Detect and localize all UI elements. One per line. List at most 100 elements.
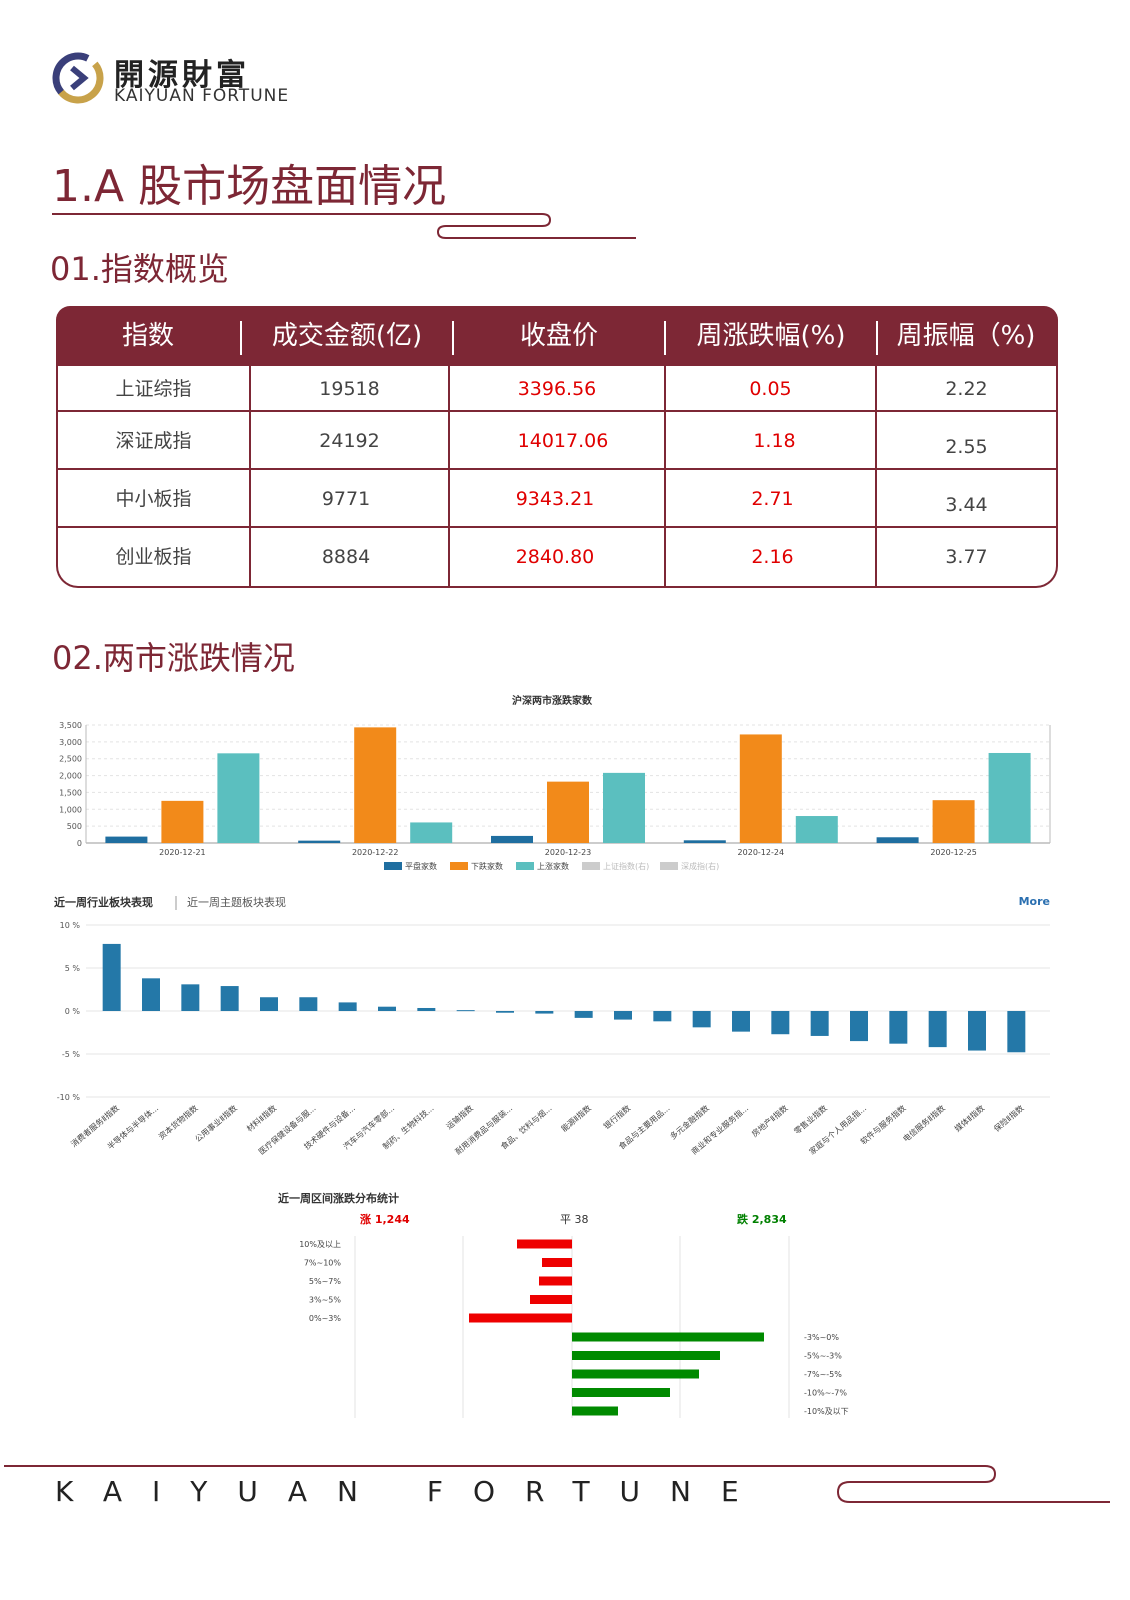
sector-bar <box>181 984 200 1011</box>
x-tick-label: 公用事业Ⅱ指数 <box>193 1103 239 1144</box>
cell-weekly-change: 2.16 <box>751 546 794 568</box>
y-tick-label: 1,000 <box>59 805 82 814</box>
cell-index-name: 中小板指 <box>115 488 192 510</box>
sector-performance-chart: 近一周行业板块表现 近一周主题板块表现 More 10 % 5 % 0 % -5 % -… <box>54 895 1050 1157</box>
sector-bar <box>260 997 278 1011</box>
company-logo: 開源財富 KAIYUAN FORTUNE <box>52 50 292 110</box>
x-tick-label: 资本货物指数 <box>156 1103 199 1142</box>
sector-bar <box>378 1006 396 1011</box>
header-separator <box>664 321 666 355</box>
sector-bar <box>771 1011 790 1035</box>
bar-flat <box>491 835 533 843</box>
up-range-label: 3%~5% <box>309 1296 341 1305</box>
logo-mark-icon <box>52 52 104 104</box>
x-tick-label: 2020-12-23 <box>545 848 592 857</box>
column-divider <box>448 366 450 586</box>
sector-bar <box>102 943 121 1011</box>
cell-close: 2840.80 <box>515 546 595 568</box>
cell-weekly-change: 2.71 <box>751 488 794 510</box>
legend-label: 深成指(右) <box>681 861 719 871</box>
bar-flat <box>876 837 919 843</box>
column-divider <box>664 366 666 586</box>
legend-swatch <box>582 862 600 870</box>
legend-swatch <box>660 862 678 870</box>
down-bar <box>572 1388 670 1397</box>
bar-flat <box>298 840 341 843</box>
more-link[interactable]: More <box>1019 895 1050 908</box>
header-weekly-amplitude: 周振幅（%) <box>896 321 1036 351</box>
tab-industry-sector[interactable]: 近一周行业板块表现 <box>54 895 153 909</box>
header-weekly-change: 周涨跌幅(%) <box>696 321 846 351</box>
row-divider <box>58 468 1056 470</box>
y-tick-label: 3,500 <box>59 721 82 730</box>
up-range-label: 5%~7% <box>309 1277 341 1286</box>
y-tick-label: -5 % <box>62 1050 81 1059</box>
x-tick-label: 多元金融指数 <box>668 1103 711 1142</box>
bar-up <box>217 753 260 843</box>
sector-bar <box>220 986 239 1011</box>
range-distribution-chart: 近一周区间涨跌分布统计 涨 1,244 平 38 跌 2,834 10%及以上 7… <box>278 1191 849 1418</box>
cell-weekly-amplitude: 3.77 <box>945 546 988 568</box>
legend-label: 上涨家数 <box>537 861 569 871</box>
sector-bar <box>968 1011 986 1051</box>
cell-turnover: 19518 <box>319 378 380 400</box>
sector-bar <box>496 1011 514 1013</box>
title-underline-decoration <box>52 213 636 239</box>
sector-bar <box>535 1011 554 1014</box>
cell-weekly-amplitude: 2.55 <box>945 436 988 458</box>
x-tick-label: 电信服务Ⅱ指数 <box>901 1103 947 1144</box>
x-tick-label: 材料Ⅱ指数 <box>244 1103 278 1134</box>
bar-down <box>932 800 975 843</box>
cell-turnover: 24192 <box>319 430 380 452</box>
sector-bar <box>456 1010 475 1012</box>
y-tick-label: 0 <box>77 839 82 848</box>
bar-up <box>795 816 838 843</box>
bar-up <box>603 772 645 843</box>
bar-flat <box>105 836 148 843</box>
bar-down <box>161 800 204 843</box>
cell-close: 9343.21 <box>515 488 595 510</box>
logo-en-text: KAIYUAN FORTUNE <box>114 86 290 106</box>
sector-bar <box>142 978 160 1011</box>
sector-bar <box>338 1002 357 1011</box>
sector-bar <box>299 997 318 1011</box>
cell-close: 14017.06 <box>517 430 609 452</box>
sector-bar <box>732 1011 750 1032</box>
sector-bar <box>614 1011 632 1020</box>
summary-flat: 平 38 <box>560 1213 589 1226</box>
legend-label: 下跌家数 <box>471 861 503 871</box>
header-separator <box>240 321 242 355</box>
cell-turnover: 8884 <box>321 546 371 568</box>
logo-cn-text: 開源財富 <box>114 58 250 93</box>
column-divider <box>249 366 251 586</box>
sector-bar <box>850 1011 868 1042</box>
footer-brand-text: KAIYUAN FORTUNE <box>55 1475 769 1508</box>
sector-bar <box>928 1011 947 1048</box>
summary-down: 跌 2,834 <box>737 1212 787 1226</box>
down-bar <box>572 1351 720 1360</box>
sector-bar <box>417 1007 436 1011</box>
x-tick-label: 能源Ⅱ指数 <box>559 1103 593 1134</box>
y-tick-label: 1,500 <box>59 788 82 797</box>
header-index: 指数 <box>121 321 174 351</box>
x-tick-label: 2020-12-22 <box>352 848 399 857</box>
down-range-label: -10%~-7% <box>804 1389 847 1398</box>
down-range-label: -5%~-3% <box>804 1352 842 1361</box>
up-range-label: 0%~3% <box>309 1314 341 1323</box>
x-tick-label: 保险Ⅱ指数 <box>992 1103 1026 1134</box>
cell-index-name: 创业板指 <box>115 546 192 568</box>
x-tick-label: 2020-12-21 <box>159 848 206 857</box>
bar-up <box>988 752 1031 843</box>
header-close: 收盘价 <box>519 321 598 351</box>
tab-theme-sector[interactable]: 近一周主题板块表现 <box>187 895 286 909</box>
x-tick-label: 零售业指数 <box>792 1103 829 1136</box>
legend-swatch <box>450 862 468 870</box>
row-divider <box>58 410 1056 412</box>
sector-bar <box>574 1011 593 1018</box>
x-tick-label: 2020-12-24 <box>738 848 785 857</box>
sector-bar <box>810 1011 829 1036</box>
up-bar <box>539 1276 572 1286</box>
footer-line-decoration <box>4 1465 1110 1503</box>
down-range-label: -7%~-5% <box>804 1370 842 1379</box>
table-body: 上证综指 19518 3396.56 0.05 2.22 深证成指 24192 … <box>56 366 1058 588</box>
